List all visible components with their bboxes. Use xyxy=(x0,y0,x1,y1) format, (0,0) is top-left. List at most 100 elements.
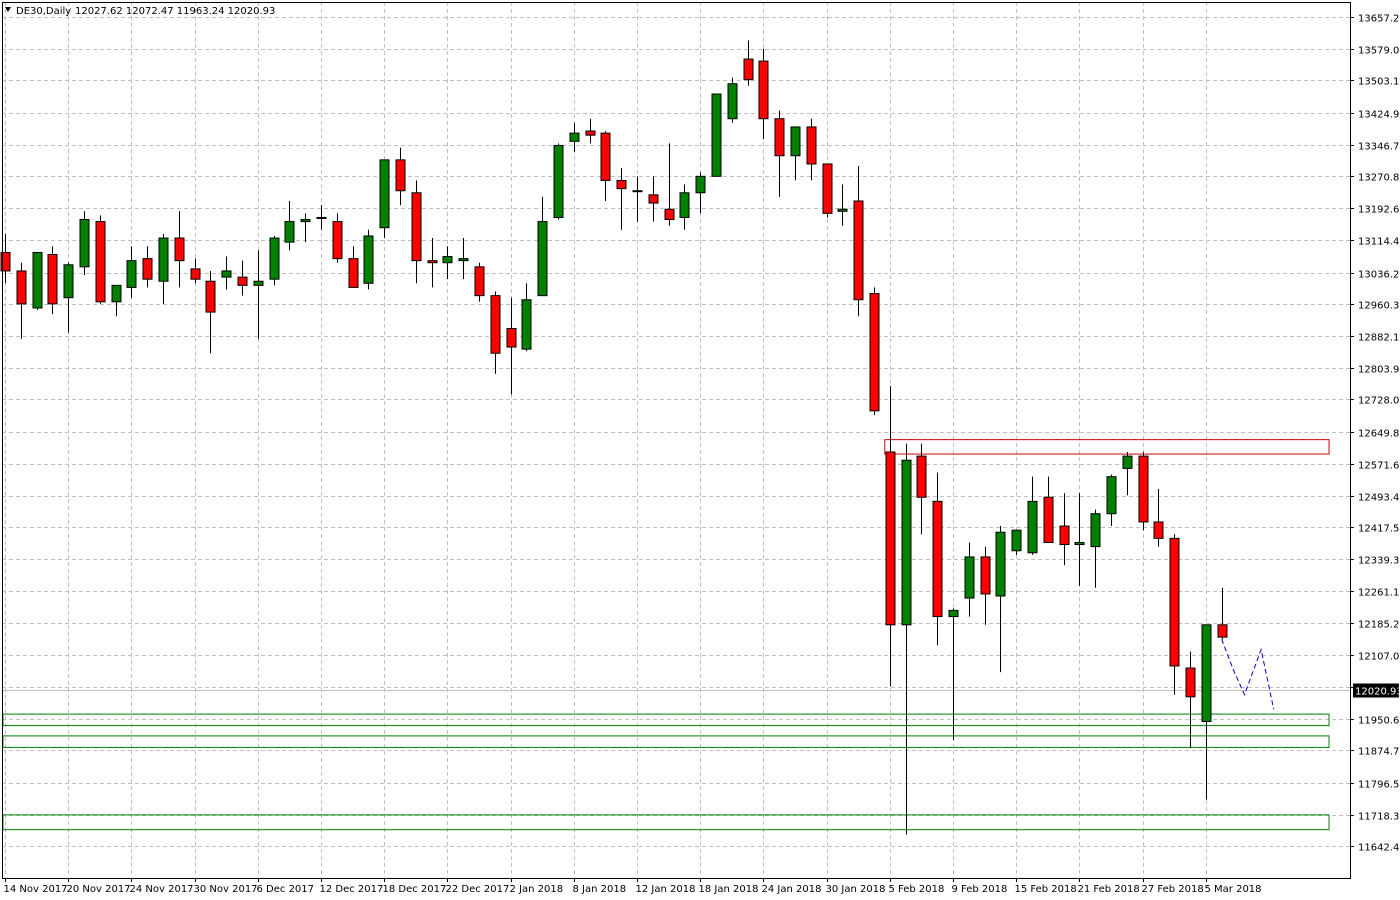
bear-candle xyxy=(427,260,438,264)
bull-candle xyxy=(1027,500,1038,554)
bear-candle xyxy=(95,221,106,303)
bull-candle xyxy=(284,221,295,243)
bear-candle xyxy=(980,556,991,595)
y-tick-label: 13270.80 xyxy=(1358,173,1400,184)
bull-candle xyxy=(1122,455,1133,469)
y-tick-label: 13036.20 xyxy=(1358,270,1400,281)
chart-header: DE30,Daily 12027.62 12072.47 11963.24 12… xyxy=(5,6,275,17)
x-tick-label: 21 Feb 2018 xyxy=(1078,884,1140,895)
bull-candle xyxy=(1106,476,1117,515)
x-tick-label: 15 Feb 2018 xyxy=(1015,884,1077,895)
bear-candle xyxy=(174,237,185,262)
candles xyxy=(0,40,1228,835)
y-tick-label: 12107.00 xyxy=(1358,652,1400,663)
resistance-zone xyxy=(884,439,1330,455)
bull-candle xyxy=(458,258,469,262)
bull-candle xyxy=(126,260,137,288)
y-tick-label: 11950.60 xyxy=(1358,716,1400,727)
bear-candle xyxy=(806,126,817,165)
bull-candle xyxy=(964,556,975,599)
x-tick-label: 6 Dec 2017 xyxy=(257,884,315,895)
bull-candle xyxy=(300,219,311,223)
bear-candle xyxy=(869,293,880,412)
y-tick-label: 11718.30 xyxy=(1358,812,1400,823)
y-tick-label: 12728.00 xyxy=(1358,396,1400,407)
bear-candle xyxy=(932,500,943,618)
y-tick-label: 12960.30 xyxy=(1358,301,1400,312)
x-tick-label: 5 Feb 2018 xyxy=(889,884,945,895)
y-tick-label: 13114.40 xyxy=(1358,237,1400,248)
price-axis: 13657.20 13579.00 13503.10 13424.90 13346.70… xyxy=(1350,14,1400,854)
x-tick-label: 12 Dec 2017 xyxy=(320,884,384,895)
bull-candle xyxy=(1011,529,1022,552)
bull-candle xyxy=(521,299,532,350)
x-tick-label: 8 Jan 2018 xyxy=(573,884,627,895)
bull-candle xyxy=(711,93,722,177)
y-tick-label: 13424.90 xyxy=(1358,110,1400,121)
bull-candle xyxy=(790,126,801,157)
bear-candle xyxy=(1043,496,1054,544)
chart-frame xyxy=(2,2,1351,879)
bear-candle xyxy=(600,132,611,181)
bear-candle xyxy=(1138,455,1149,523)
bear-candle xyxy=(664,208,675,221)
bear-candle xyxy=(822,163,833,214)
bull-candle xyxy=(632,190,643,193)
bear-candle xyxy=(506,328,517,348)
bull-candle xyxy=(363,235,374,284)
y-tick-label: 11874.70 xyxy=(1358,747,1400,758)
x-tick-label: 20 Nov 2017 xyxy=(67,884,131,895)
bull-candle xyxy=(79,219,90,268)
bear-candle xyxy=(616,179,627,190)
bear-candle xyxy=(1059,525,1070,546)
y-tick-label: 12649.80 xyxy=(1358,429,1400,440)
projection-line xyxy=(1221,639,1275,710)
x-tick-label: 24 Jan 2018 xyxy=(762,884,822,895)
x-tick-label: 18 Jan 2018 xyxy=(699,884,759,895)
bull-candle xyxy=(111,284,122,303)
bear-candle xyxy=(585,130,596,136)
bear-candle xyxy=(490,295,501,354)
y-tick-label: 11796.50 xyxy=(1358,780,1400,791)
bear-candle xyxy=(1185,667,1196,698)
bull-candle xyxy=(995,531,1006,597)
bull-candle xyxy=(379,159,390,229)
bear-candle xyxy=(237,276,248,286)
y-tick-label: 13657.20 xyxy=(1358,14,1400,25)
x-tick-label: 14 Nov 2017 xyxy=(4,884,68,895)
bear-candle xyxy=(648,194,659,204)
y-tick-label: 12882.10 xyxy=(1358,333,1400,344)
y-tick-label: 13192.60 xyxy=(1358,205,1400,216)
current-price-tag xyxy=(1353,683,1399,698)
bull-candle xyxy=(269,237,280,280)
bull-candle xyxy=(63,264,74,299)
bull-candle xyxy=(727,83,738,120)
bull-candle xyxy=(569,132,580,142)
ohlc-readout: 12027.62 12072.47 11963.24 12020.93 xyxy=(75,6,275,17)
bear-candle xyxy=(47,253,58,305)
x-tick-label: 2 Jan 2018 xyxy=(510,884,564,895)
bear-candle xyxy=(1217,624,1228,638)
bear-candle xyxy=(395,159,406,192)
y-tick-label: 13503.10 xyxy=(1358,77,1400,88)
bear-candle xyxy=(16,270,27,305)
y-tick-label: 11642.40 xyxy=(1358,843,1400,854)
projection-path xyxy=(1221,639,1275,710)
bear-candle xyxy=(0,251,11,272)
bull-candle xyxy=(948,609,959,618)
x-tick-label: 9 Feb 2018 xyxy=(952,884,1008,895)
bear-candle xyxy=(411,192,422,262)
bear-candle xyxy=(205,280,216,313)
bear-candle xyxy=(916,455,927,498)
bull-candle xyxy=(32,251,43,309)
bear-candle xyxy=(332,221,343,260)
bear-candle xyxy=(774,118,785,157)
x-tick-label: 30 Jan 2018 xyxy=(826,884,886,895)
bull-candle xyxy=(1201,624,1212,722)
bear-candle xyxy=(853,200,864,301)
x-tick-label: 18 Dec 2017 xyxy=(383,884,447,895)
x-tick-label: 27 Feb 2018 xyxy=(1142,884,1204,895)
dropdown-triangle-icon[interactable] xyxy=(5,7,11,12)
symbol-label: DE30,Daily xyxy=(16,6,71,17)
bull-candle xyxy=(442,256,453,264)
